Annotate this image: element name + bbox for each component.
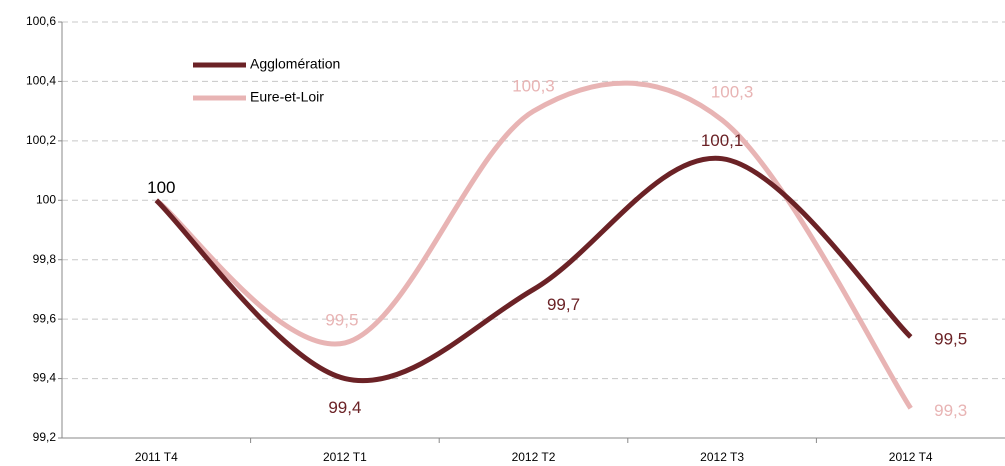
data-label: 99,5 [934, 329, 967, 348]
data-label: 99,3 [934, 401, 967, 420]
x-tick-label: 2012 T4 [889, 450, 933, 464]
y-tick-label: 100 [36, 192, 56, 206]
data-label: 100,3 [711, 83, 754, 102]
x-tick-label: 2011 T4 [135, 450, 178, 464]
legend-label: Eure-et-Loir [250, 89, 324, 105]
legend-label: Agglomération [250, 56, 340, 72]
line-series [154, 155, 913, 384]
y-tick-label: 100,2 [26, 133, 56, 147]
x-tick-label: 2012 T3 [700, 450, 744, 464]
data-label: 100,1 [701, 131, 744, 150]
data-label: 100,3 [512, 77, 555, 96]
x-tick-label: 2012 T1 [323, 450, 367, 464]
data-label: 99,4 [328, 398, 361, 417]
y-tick-label: 99,2 [33, 430, 57, 444]
x-tick-label: 2012 T2 [512, 450, 556, 464]
data-label: 99,7 [547, 295, 580, 314]
data-label: 99,5 [325, 310, 358, 329]
y-tick-label: 100,4 [26, 74, 56, 88]
y-tick-label: 99,8 [33, 252, 57, 266]
y-tick-label: 99,4 [33, 371, 57, 385]
y-tick-label: 100,6 [26, 14, 56, 28]
y-tick-label: 99,6 [33, 311, 57, 325]
line-series [154, 80, 913, 410]
data-label: 100 [147, 178, 175, 197]
